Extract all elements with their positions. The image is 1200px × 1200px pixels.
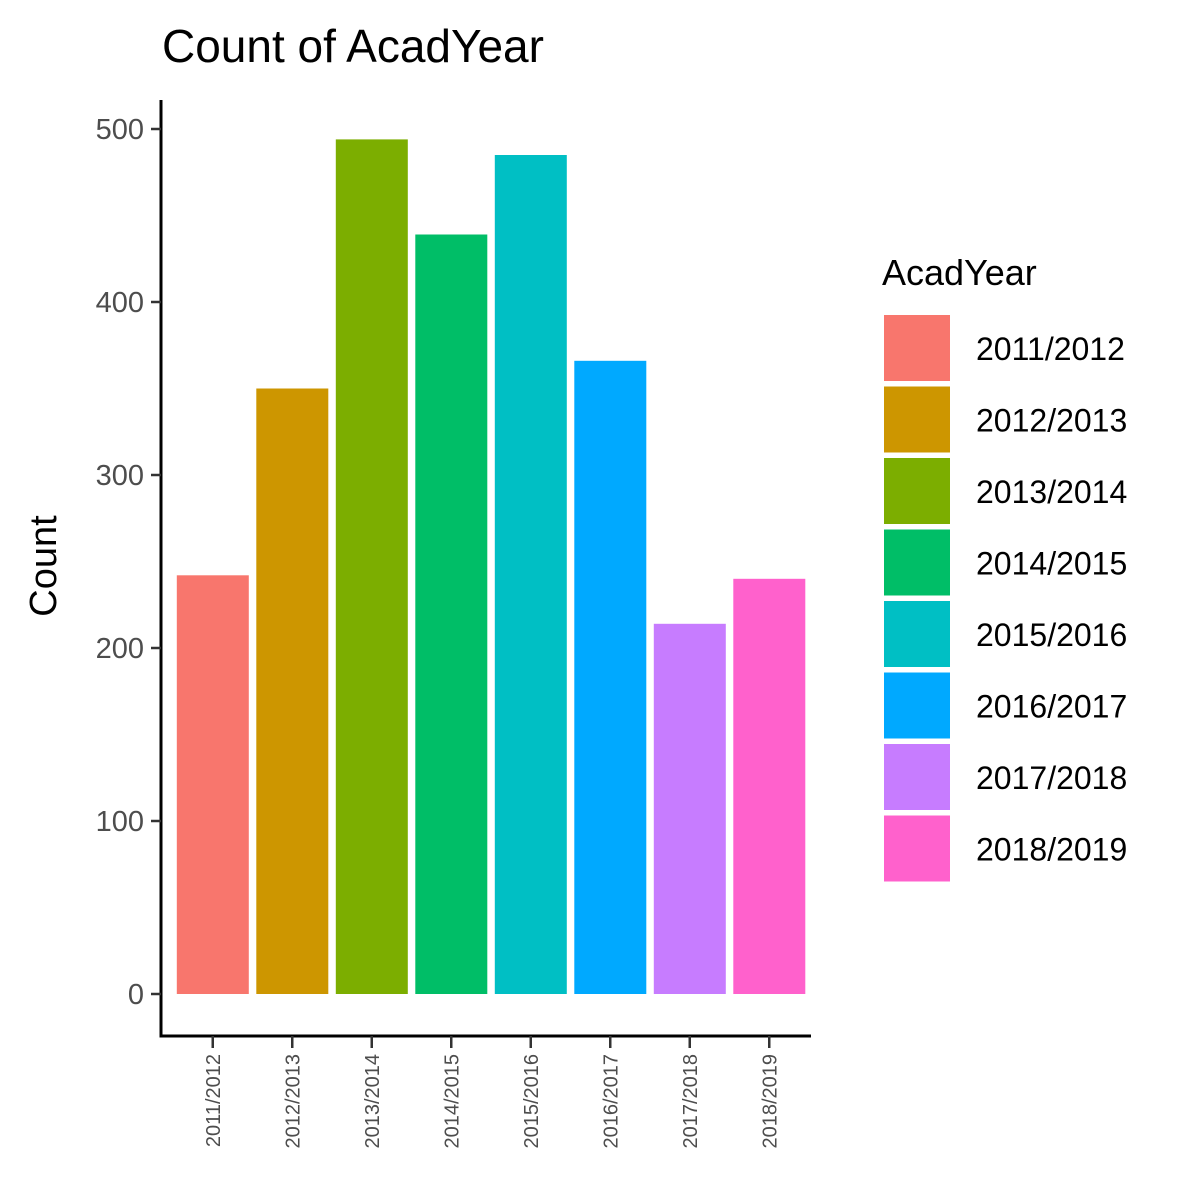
legend-label: 2015/2016 [976,617,1127,653]
legend-key [884,672,950,739]
bar-2011-2012 [176,575,249,994]
bar-2015-2016 [494,155,567,994]
legend-key [884,815,950,882]
x-tick-label: 2017/2018 [680,1054,702,1149]
chart-title: Count of AcadYear [162,20,544,72]
legend-label: 2014/2015 [976,546,1127,582]
legend-title: AcadYear [882,252,1037,293]
y-tick-label: 100 [96,806,144,838]
legend-label: 2012/2013 [976,403,1127,439]
y-tick-label: 400 [96,287,144,319]
x-tick-label: 2014/2015 [441,1054,463,1149]
x-tick-label: 2011/2012 [203,1054,225,1147]
legend-label: 2018/2019 [976,832,1127,868]
x-tick-label: 2018/2019 [759,1054,781,1149]
legend-label: 2016/2017 [976,689,1127,725]
legend-key [884,744,950,810]
bar-2018-2019 [733,578,806,994]
bar-2012-2013 [256,388,329,994]
y-axis-label: Count [23,515,65,617]
x-tick-label: 2015/2016 [521,1054,543,1149]
y-tick-label: 200 [96,633,144,665]
legend-label: 2011/2012 [976,331,1125,367]
y-tick-label: 300 [96,460,144,492]
bar-2017-2018 [653,623,726,994]
y-tick-label: 500 [96,114,144,146]
x-tick-label: 2012/2013 [282,1054,304,1149]
plot-area [176,139,806,994]
x-tick-label: 2016/2017 [600,1054,622,1149]
legend-key [884,458,950,524]
legend-key [884,315,950,381]
legend-key [884,601,950,667]
y-tick-label: 0 [128,979,144,1011]
legend: AcadYear 2011/2012 2012/2013 2013/2014 2014… [882,252,1127,882]
legend-key [884,529,950,596]
axes: 0 100 200 300 400 500 2011/2012 2012/2013 2013/2… [96,100,811,1149]
bar-2013-2014 [335,139,408,994]
bar-2014-2015 [415,234,488,994]
legend-key [884,386,950,453]
legend-label: 2017/2018 [976,760,1127,796]
bar-2016-2017 [574,360,647,994]
legend-label: 2013/2014 [976,474,1127,510]
x-tick-label: 2013/2014 [362,1054,384,1149]
